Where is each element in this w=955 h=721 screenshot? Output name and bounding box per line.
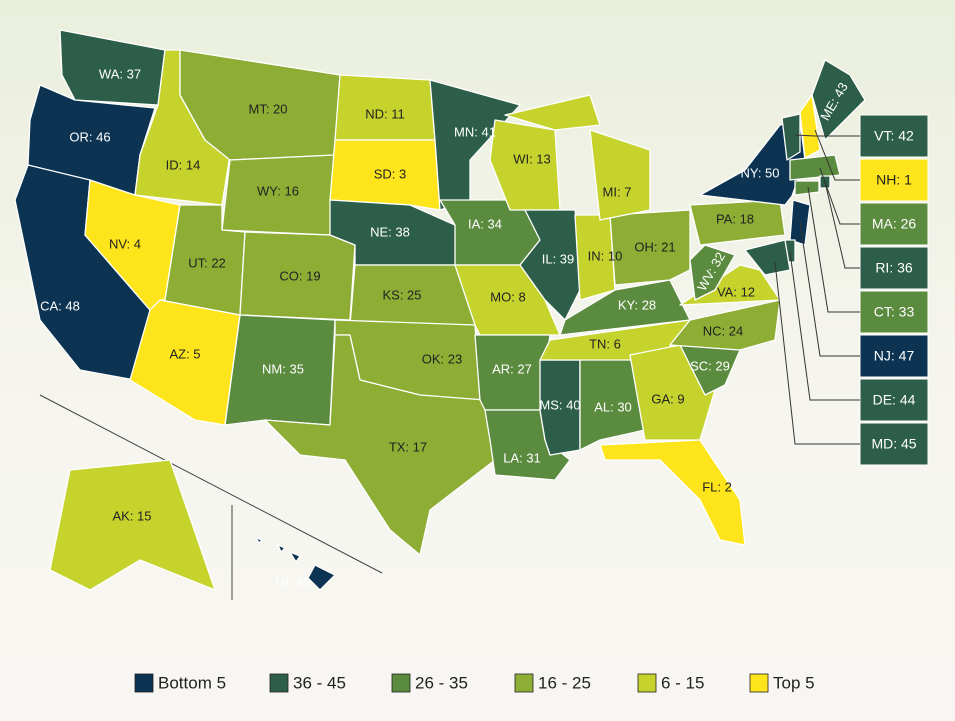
state-label: WA: 37	[99, 66, 141, 81]
legend-swatch	[391, 673, 411, 693]
state-shape	[811, 59, 866, 141]
state-shape	[574, 214, 616, 301]
state-label: MN: 41	[454, 124, 496, 139]
inset-divider	[39, 394, 383, 574]
state-box-label: CT: 33	[874, 304, 915, 320]
leader-line	[799, 221, 860, 357]
state-box-label: NJ: 47	[874, 348, 915, 364]
legend-swatch	[269, 673, 289, 693]
state-shape	[799, 94, 821, 159]
state-label: AL: 30	[594, 399, 632, 414]
legend-label: Top 5	[773, 673, 815, 692]
state-box-label: DE: 44	[873, 392, 916, 408]
legend-swatch	[637, 673, 657, 693]
state-label: CO: 19	[279, 268, 320, 283]
state-label: PA: 18	[716, 211, 754, 226]
state-label: FL: 2	[702, 479, 732, 494]
state-label: TX: 17	[389, 439, 427, 454]
state-shape	[255, 537, 336, 591]
state-label: ND: 11	[365, 106, 405, 121]
state-shape	[794, 180, 820, 196]
state-box-label: RI: 36	[875, 260, 913, 276]
state-box	[859, 290, 929, 334]
legend-label: 6 - 15	[661, 673, 704, 692]
state-box	[859, 158, 929, 202]
legend-label: 26 - 35	[415, 673, 468, 692]
state-shape	[689, 199, 786, 246]
state-shape	[49, 459, 216, 591]
state-shape	[59, 29, 166, 106]
state-label: SC: 29	[690, 358, 730, 373]
leader-line	[774, 261, 860, 445]
leader-line	[789, 251, 860, 401]
state-label: MS: 40	[539, 397, 580, 412]
state-label: OR: 46	[69, 129, 110, 144]
leader-line	[814, 129, 860, 181]
state-label: TN: 6	[589, 336, 621, 351]
state-label: AR: 27	[492, 361, 532, 376]
legend-label: 16 - 25	[538, 673, 591, 692]
state-label: NC: 24	[703, 323, 743, 338]
legend-label: Bottom 5	[158, 673, 226, 692]
leader-line	[807, 186, 860, 313]
state-label: WI: 13	[513, 151, 551, 166]
state-shape	[599, 439, 746, 546]
leader-line	[794, 134, 860, 137]
state-shape	[781, 113, 801, 161]
state-label: MT: 20	[248, 101, 287, 116]
state-label: KS: 25	[382, 287, 421, 302]
state-label: MO: 8	[490, 289, 525, 304]
leader-line	[819, 167, 860, 225]
state-label: OH: 21	[634, 239, 675, 254]
legend-label: 36 - 45	[293, 673, 346, 692]
state-label: NY: 50	[740, 165, 779, 180]
state-box-label: NH: 1	[876, 172, 912, 188]
state-label: IL: 39	[542, 251, 575, 266]
state-shape	[669, 299, 781, 351]
state-label: VA: 12	[717, 284, 755, 299]
leader-line	[824, 181, 860, 269]
state-label: NV: 4	[109, 236, 141, 251]
state-label: HI: 49	[276, 574, 311, 589]
state-label: AK: 15	[112, 508, 151, 523]
state-label: NM: 35	[262, 361, 304, 376]
state-label: UT: 22	[188, 255, 226, 270]
legend-swatch	[134, 673, 154, 693]
state-label: CA: 48	[40, 298, 80, 313]
state-label: MI: 7	[603, 184, 632, 199]
state-shape	[239, 231, 356, 321]
state-label: GA: 9	[651, 391, 684, 406]
state-label: SD: 3	[374, 166, 407, 181]
state-label: NE: 38	[370, 224, 410, 239]
legend-swatch	[749, 673, 769, 693]
state-label: OK: 23	[422, 351, 462, 366]
state-box	[859, 378, 929, 422]
state-box-label: MD: 45	[871, 436, 916, 452]
state-box	[859, 334, 929, 378]
state-shape	[559, 279, 691, 336]
state-shape	[329, 139, 441, 211]
state-label: IN: 10	[588, 248, 623, 263]
state-shape	[504, 94, 651, 221]
state-shape	[689, 244, 736, 301]
state-shape	[789, 154, 841, 181]
state-box	[859, 202, 929, 246]
state-label: AZ: 5	[169, 346, 200, 361]
state-box-label: VT: 42	[874, 128, 914, 144]
state-label: ID: 14	[166, 157, 201, 172]
state-shape	[744, 239, 791, 276]
legend-swatch	[514, 673, 534, 693]
state-label: LA: 31	[503, 450, 541, 465]
state-box-label: MA: 26	[872, 216, 917, 232]
state-shape	[609, 209, 691, 286]
state-label: WY: 16	[257, 183, 299, 198]
state-label: IA: 34	[468, 216, 502, 231]
state-label: KY: 28	[618, 297, 656, 312]
